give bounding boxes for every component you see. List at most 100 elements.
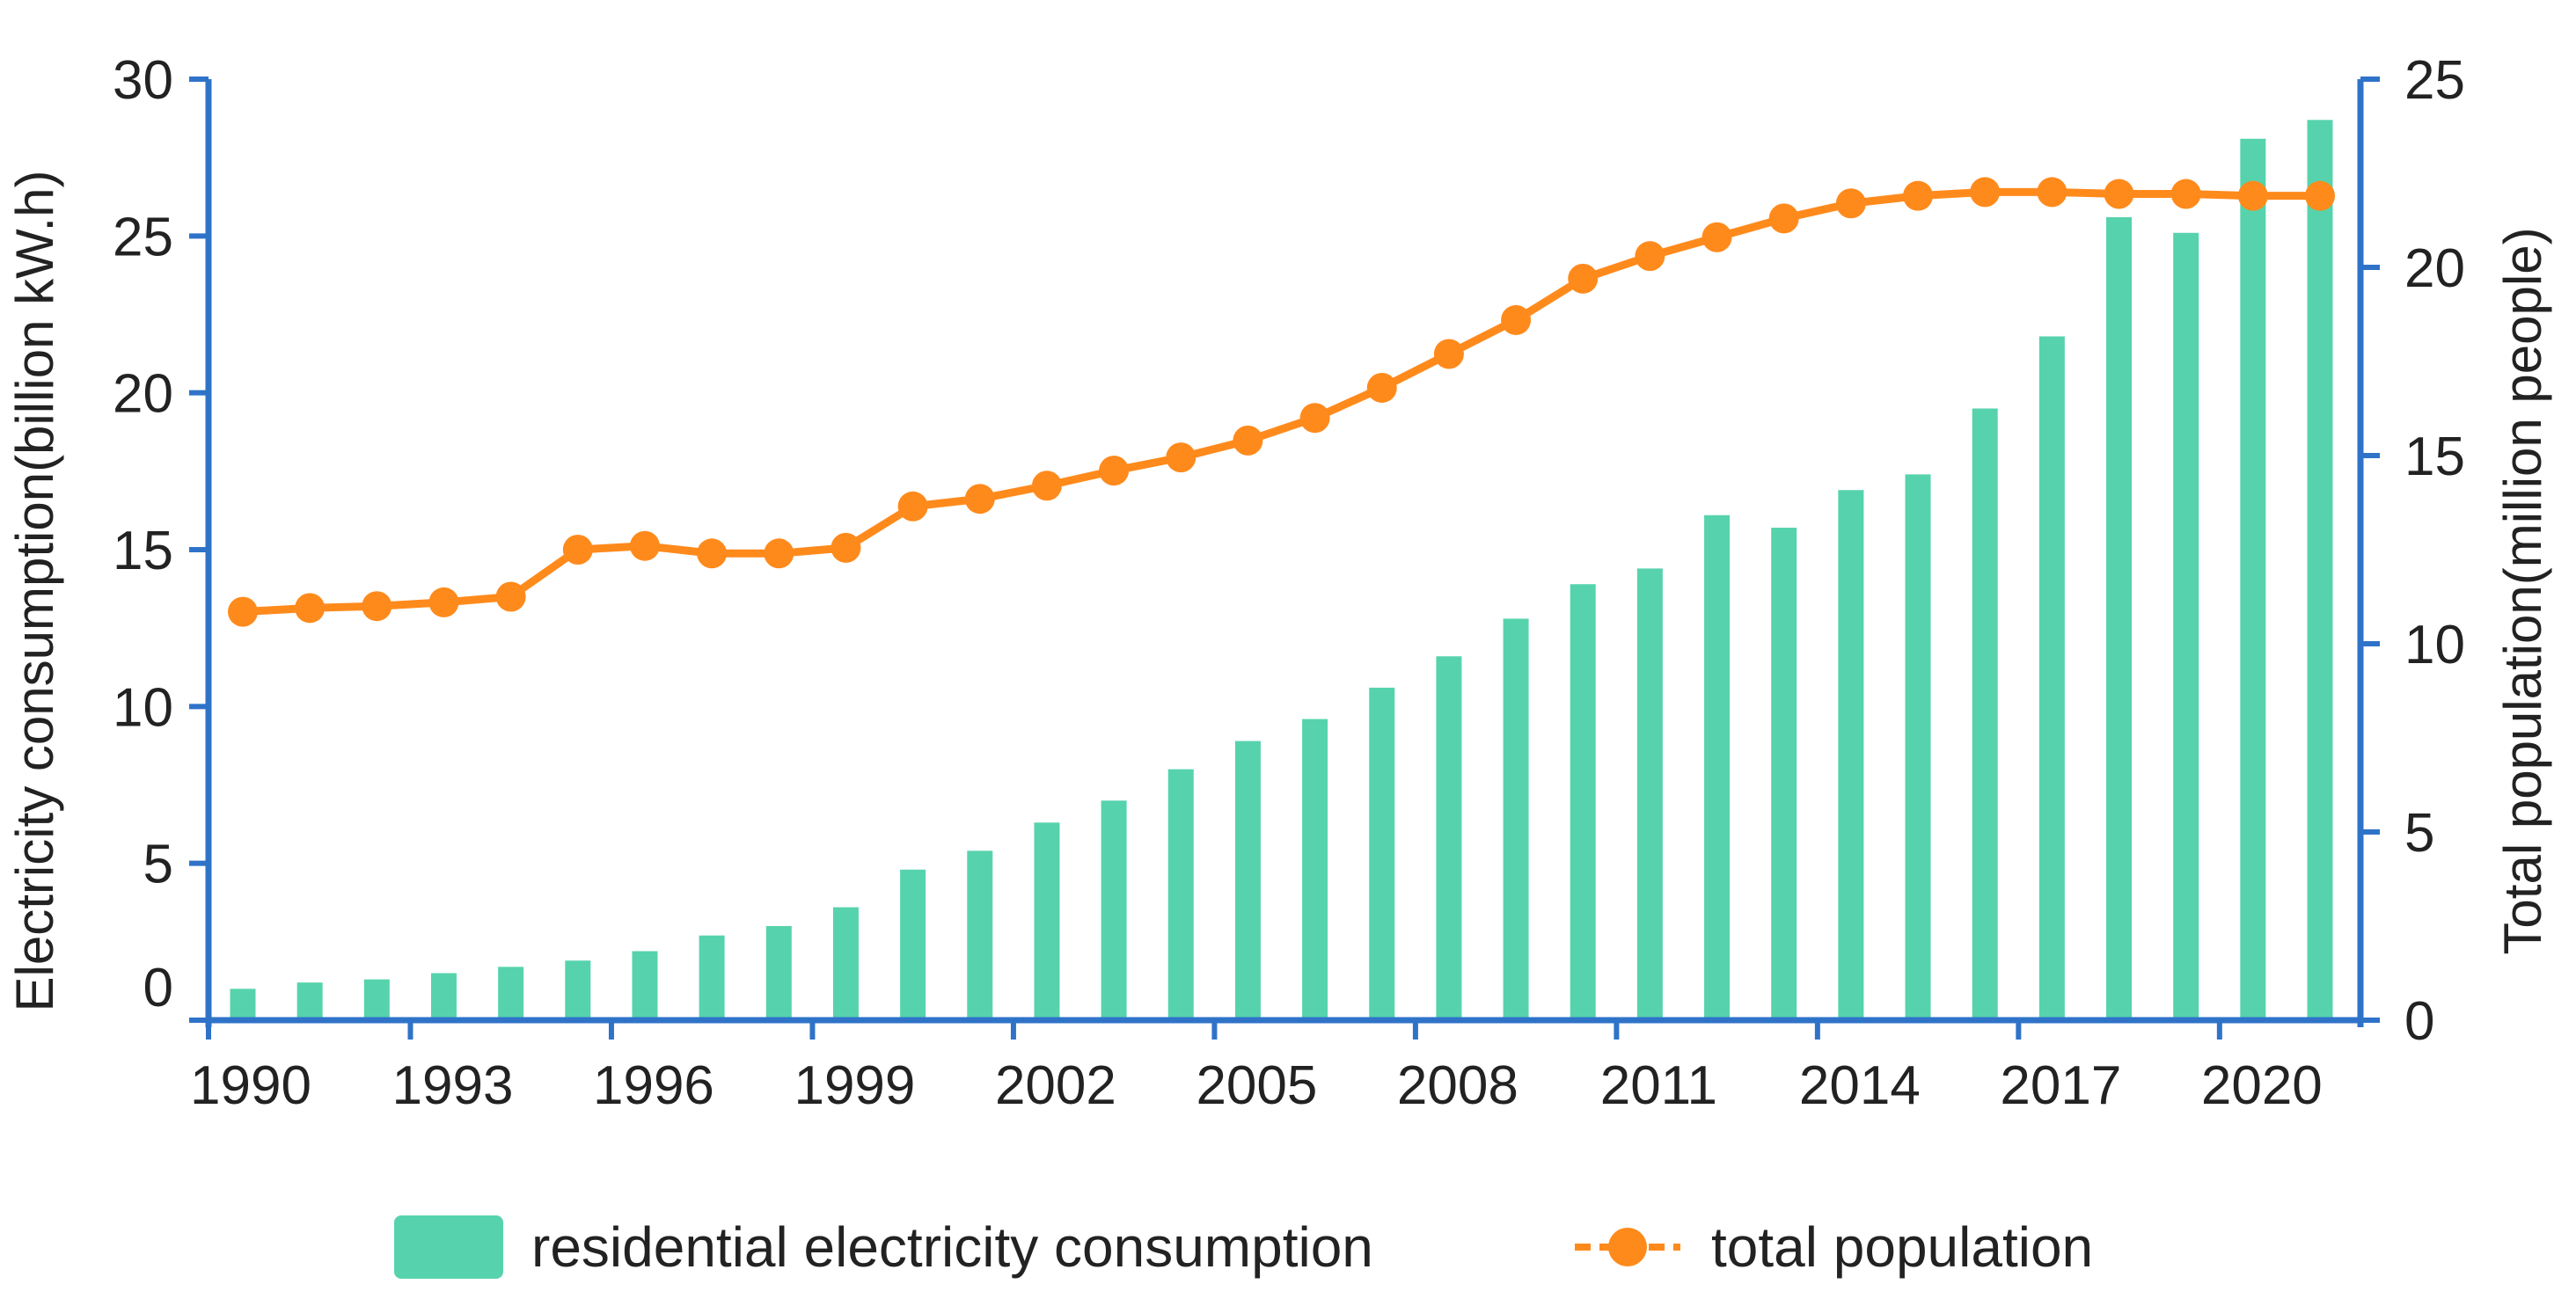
bar-1998: [765, 926, 792, 1020]
bar-2008: [1436, 656, 1462, 1020]
bar-2009: [1503, 618, 1529, 1020]
bar-2014: [1838, 490, 1864, 1020]
population-point-2016: [1970, 177, 2001, 208]
population-point-2013: [1768, 203, 1799, 234]
left-tick-label-30: 30: [113, 50, 173, 111]
x-tick-label-2020: 2020: [2201, 1055, 2323, 1116]
legend: residential electricity consumption tota…: [394, 1215, 2093, 1279]
right-tick-label-25: 25: [2404, 50, 2465, 111]
population-point-2020: [2237, 180, 2268, 211]
bar-2003: [1101, 800, 1127, 1020]
left-tick-label-15: 15: [113, 521, 173, 581]
population-point-2000: [897, 491, 928, 522]
left-tick-label-25: 25: [113, 207, 173, 267]
bar-2016: [1972, 408, 1998, 1020]
population-point-1999: [831, 532, 861, 563]
bar-1999: [832, 907, 859, 1020]
population-point-2002: [1031, 471, 1062, 501]
population-point-1992: [362, 591, 392, 622]
population-point-2009: [1501, 304, 1532, 335]
x-tick-label-2011: 2011: [1600, 1055, 1717, 1116]
population-point-2005: [1233, 425, 1263, 456]
bar-2012: [1704, 514, 1731, 1020]
population-point-2019: [2170, 179, 2201, 209]
population-point-2017: [2037, 177, 2067, 208]
x-tick-label-1993: 1993: [392, 1055, 514, 1116]
legend-line-label: total population: [1711, 1215, 2093, 1279]
population-point-2010: [1568, 263, 1599, 294]
bar-2004: [1167, 769, 1194, 1020]
left-tick-label-5: 5: [143, 835, 173, 895]
population-point-1996: [629, 530, 660, 561]
bar-1994: [498, 967, 524, 1020]
x-tick-label-1990: 1990: [190, 1055, 311, 1116]
legend-bar-label: residential electricity consumption: [531, 1215, 1373, 1279]
legend-bar-swatch: [394, 1215, 503, 1279]
bar-1996: [632, 951, 658, 1020]
bar-2019: [2173, 232, 2199, 1020]
left-tick-label-10: 10: [113, 677, 173, 738]
population-point-2021: [2305, 180, 2335, 211]
bar-2017: [2038, 336, 2065, 1020]
bar-1995: [565, 960, 591, 1020]
population-point-2007: [1366, 372, 1397, 403]
x-tick-label-1996: 1996: [593, 1055, 714, 1116]
bar-2006: [1302, 719, 1328, 1020]
x-tick-label-2017: 2017: [2000, 1055, 2121, 1116]
population-point-1995: [562, 535, 593, 565]
bar-1991: [296, 982, 323, 1020]
right-tick-label-20: 20: [2404, 238, 2465, 299]
population-point-1990: [228, 596, 258, 627]
x-tick-label-2002: 2002: [995, 1055, 1116, 1116]
bar-2007: [1369, 687, 1395, 1020]
right-tick-label-5: 5: [2404, 803, 2434, 864]
population-point-1991: [295, 593, 326, 624]
x-tick-label-2008: 2008: [1397, 1055, 1519, 1116]
bar-2020: [2240, 138, 2266, 1020]
axes: 0 5 10 15 20 25 30 0 5 10 15 20 25 1990 1993 1996 1999 20…: [113, 50, 2465, 1116]
x-tick-label-2005: 2005: [1196, 1055, 1317, 1116]
right-axis-title: Total population(million people): [2493, 227, 2552, 954]
population-point-2001: [964, 484, 995, 514]
bar-series: [230, 120, 2333, 1020]
bar-2021: [2307, 120, 2333, 1020]
bar-1993: [430, 973, 457, 1020]
left-tick-label-0: 0: [143, 958, 173, 1018]
bar-1997: [699, 935, 725, 1020]
bar-2000: [900, 869, 926, 1020]
x-tick-label-2014: 2014: [1799, 1055, 1921, 1116]
right-tick-label-0: 0: [2404, 991, 2434, 1052]
population-point-2011: [1635, 241, 1665, 272]
right-tick-label-10: 10: [2404, 615, 2465, 675]
population-point-1997: [697, 538, 728, 569]
bar-1992: [363, 979, 390, 1020]
bar-2002: [1034, 822, 1060, 1020]
population-point-2004: [1166, 442, 1197, 473]
population-point-1998: [764, 538, 794, 569]
left-axis-title: Electricity consumption(billion kW.h): [5, 171, 64, 1012]
bar-2005: [1234, 741, 1261, 1020]
bar-2018: [2106, 216, 2133, 1020]
right-tick-label-15: 15: [2404, 427, 2465, 487]
line-series: [228, 177, 2335, 627]
population-point-2015: [1903, 180, 1934, 211]
population-point-1993: [428, 587, 459, 617]
legend-line-marker: [1608, 1228, 1647, 1266]
population-point-2012: [1701, 222, 1732, 252]
population-point-2018: [2104, 179, 2134, 209]
x-tick-label-1999: 1999: [794, 1055, 915, 1116]
population-point-2008: [1433, 339, 1464, 369]
bar-1990: [230, 989, 256, 1020]
bar-2001: [967, 850, 993, 1020]
bar-2015: [1905, 474, 1931, 1020]
bar-2013: [1771, 528, 1797, 1020]
bar-2011: [1636, 568, 1663, 1020]
bar-2010: [1570, 584, 1596, 1020]
population-point-1994: [495, 581, 526, 612]
left-tick-label-20: 20: [113, 364, 173, 425]
population-point-2014: [1835, 188, 1866, 219]
population-point-2006: [1299, 403, 1330, 434]
population-line: [238, 187, 2324, 617]
population-point-2003: [1099, 456, 1130, 486]
